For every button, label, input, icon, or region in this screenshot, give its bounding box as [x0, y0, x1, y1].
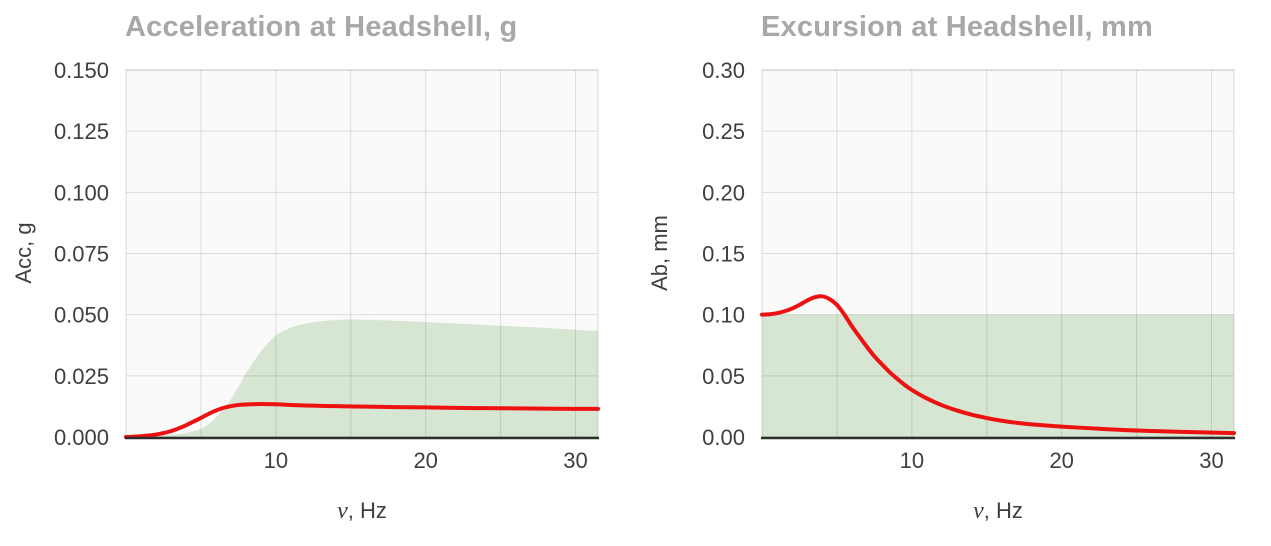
chart-acceleration: 0.000 0.025 0.050 0.075 0.100 0.125 0.150 10 20 3… — [0, 0, 635, 546]
y-tick-label: 0.30 — [702, 58, 745, 83]
response-curve — [124, 401, 600, 439]
plot-area-excursion: 0.00 0.05 0.10 0.15 0.20 0.25 0.30 10 20 30 — [702, 58, 1236, 473]
x-tick-label: 10 — [900, 448, 924, 473]
chart-excursion: 0.00 0.05 0.10 0.15 0.20 0.25 0.30 10 20 30 Excur… — [636, 0, 1271, 546]
nu-symbol: ν — [337, 498, 348, 524]
x-tick-label: 20 — [1049, 448, 1073, 473]
y-axis-label-text: Acc, g — [11, 222, 36, 284]
y-tick-label: 0.15 — [702, 242, 745, 267]
y-tick-label: 0.00 — [702, 425, 745, 450]
y-axis-label-text: Ab, mm — [647, 215, 672, 291]
x-axis-label: ν, Hz — [337, 498, 387, 524]
y-tick-label: 0.10 — [702, 303, 745, 328]
reference-area — [762, 314, 1234, 437]
y-tick-label: 0.05 — [702, 364, 745, 389]
response-curve — [760, 294, 1236, 436]
y-tick-label: 0.25 — [702, 119, 745, 144]
y-tick-label: 0.050 — [54, 303, 109, 328]
x-axis-label-text: , Hz — [347, 498, 387, 523]
x-tick-label: 30 — [563, 448, 587, 473]
nu-symbol: ν — [973, 498, 984, 524]
y-tick-label: 0.075 — [54, 242, 109, 267]
y-tick-label: 0.000 — [54, 425, 109, 450]
x-tick-label: 10 — [264, 448, 288, 473]
y-axis-label: Acc, g — [11, 222, 37, 283]
x-axis-label-text: , Hz — [983, 498, 1023, 523]
x-tick-label: 30 — [1199, 448, 1223, 473]
y-tick-label: 0.125 — [54, 119, 109, 144]
y-tick-label: 0.025 — [54, 364, 109, 389]
x-axis-label: ν, Hz — [973, 498, 1023, 524]
plot-area-acceleration: 0.000 0.025 0.050 0.075 0.100 0.125 0.150 10 20 3… — [54, 58, 600, 473]
y-axis-label: Ab, mm — [647, 215, 673, 291]
x-tick-label: 20 — [413, 448, 437, 473]
y-tick-label: 0.20 — [702, 180, 745, 205]
y-tick-label: 0.100 — [54, 180, 109, 205]
chart-title: Excursion at Headshell, mm — [761, 11, 1153, 43]
chart-title: Acceleration at Headshell, g — [125, 11, 518, 43]
y-tick-label: 0.150 — [54, 58, 109, 83]
